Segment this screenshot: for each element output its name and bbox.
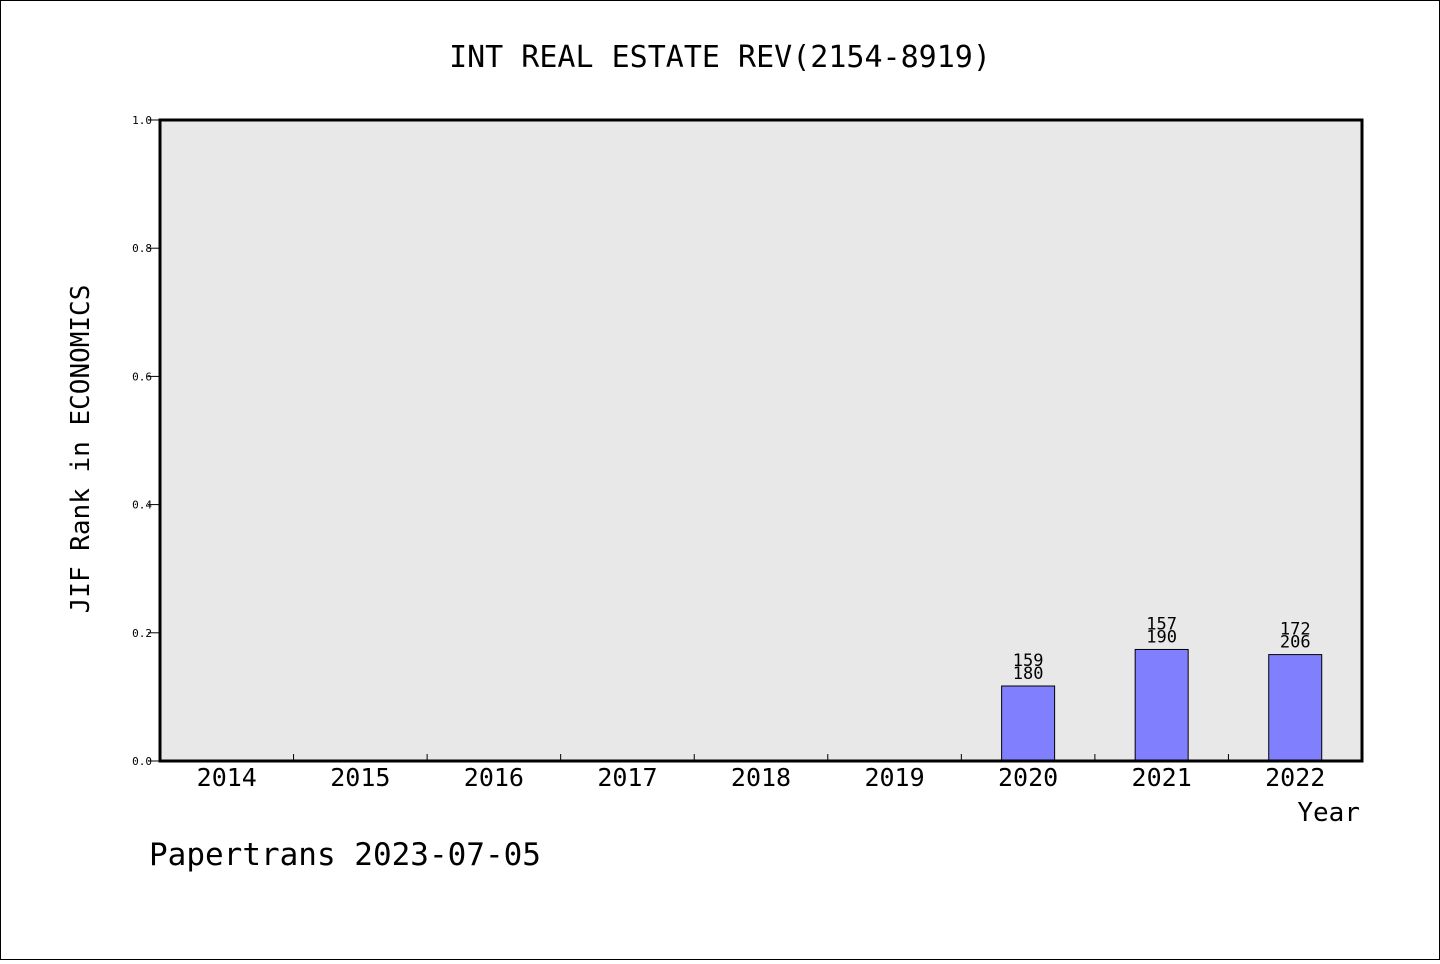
bar-rank-label: 159 xyxy=(1013,651,1044,671)
x-tick-label: 2020 xyxy=(998,763,1058,792)
bar-total-label: 180 xyxy=(1013,664,1044,684)
chart-title: INT REAL ESTATE REV(2154-8919) xyxy=(449,40,991,75)
plot-border xyxy=(158,118,1364,763)
y-tick-label: 0.0 xyxy=(132,755,152,768)
y-tick-label: 0.8 xyxy=(132,242,152,255)
x-tick-label: 2017 xyxy=(597,763,657,792)
bar-total-label: 190 xyxy=(1146,627,1177,647)
x-tick-label: 2018 xyxy=(731,763,791,792)
x-axis-label: Year xyxy=(1297,798,1360,828)
y-tick-label: 1.0 xyxy=(132,114,152,127)
bar-rank-label: 172 xyxy=(1280,620,1311,640)
x-tick-label: 2016 xyxy=(464,763,524,792)
bar-2021 xyxy=(1134,648,1189,762)
bar-2022 xyxy=(1268,654,1323,762)
y-tick-label: 0.6 xyxy=(132,370,152,383)
x-tick-label: 2015 xyxy=(330,763,390,792)
bar-rank-label: 157 xyxy=(1146,614,1177,634)
x-tick-label: 2019 xyxy=(864,763,924,792)
bar-2020 xyxy=(1001,685,1056,762)
y-tick-label: 0.4 xyxy=(132,499,152,512)
footer-credit: Papertrans 2023-07-05 xyxy=(149,837,541,873)
y-axis-label: JIF Rank in ECONOMICS xyxy=(66,285,96,614)
x-tick-label: 2021 xyxy=(1132,763,1192,792)
x-tick-label: 2022 xyxy=(1265,763,1325,792)
x-tick-label: 2014 xyxy=(197,763,257,792)
bar-total-label: 206 xyxy=(1280,633,1311,653)
y-tick-label: 0.2 xyxy=(132,627,152,640)
